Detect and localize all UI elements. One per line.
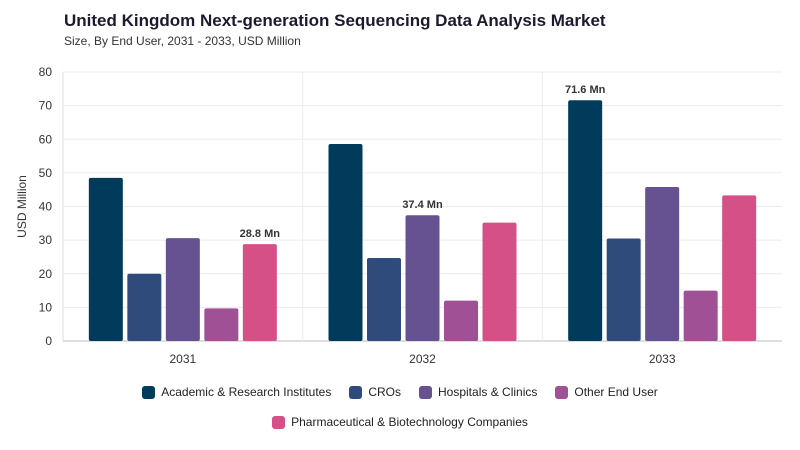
bar — [683, 290, 718, 341]
y-axis-label: USD Million — [15, 175, 29, 238]
bar — [88, 177, 123, 341]
data-label: 71.6 Mn — [565, 84, 606, 96]
bar — [405, 215, 440, 341]
bar — [242, 244, 277, 341]
legend-swatch — [142, 385, 156, 399]
bar — [367, 257, 401, 341]
legend-label: Other End User — [574, 385, 658, 399]
y-tick-label: 80 — [39, 65, 53, 79]
legend-label: Pharmaceutical & Biotechnology Companies — [291, 415, 528, 429]
y-tick-label: 40 — [39, 200, 53, 214]
chart-subtitle: Size, By End User, 2031 - 2033, USD Mill… — [64, 34, 301, 48]
y-tick-label: 60 — [39, 132, 53, 146]
bar — [568, 100, 603, 342]
legend-label: CROs — [368, 385, 401, 399]
legend-item: Other End User — [555, 385, 658, 399]
bar — [606, 238, 641, 341]
legend-row-2: Pharmaceutical & Biotechnology Companies — [0, 415, 800, 429]
legend-swatch — [555, 385, 569, 399]
y-tick-label: 70 — [39, 99, 53, 113]
bar — [127, 273, 162, 341]
x-tick-label: 2032 — [409, 352, 436, 366]
legend-swatch — [419, 385, 432, 399]
legend-item: Hospitals & Clinics — [419, 385, 537, 399]
legend-label: Hospitals & Clinics — [438, 385, 538, 399]
data-label: 28.8 Mn — [240, 228, 281, 240]
y-tick-label: 10 — [39, 300, 53, 314]
legend-item: Academic & Research Institutes — [142, 385, 331, 399]
bar — [482, 222, 517, 341]
x-tick-label: 2033 — [649, 352, 676, 366]
bar — [204, 308, 239, 341]
legend-item: CROs — [349, 385, 401, 399]
legend-swatch — [349, 385, 363, 399]
y-tick-label: 50 — [39, 166, 53, 180]
legend-swatch — [272, 415, 286, 429]
legend: Academic & Research Institutes CROs Hospit… — [0, 385, 800, 399]
y-tick-label: 0 — [45, 334, 52, 348]
data-label: 37.4 Mn — [402, 199, 443, 211]
bar — [722, 195, 757, 341]
y-tick-label: 30 — [39, 233, 53, 247]
legend-item: Pharmaceutical & Biotechnology Companies — [272, 415, 528, 429]
bar — [328, 143, 363, 341]
chart-title: United Kingdom Next-generation Sequencin… — [64, 11, 606, 30]
legend-label: Academic & Research Institutes — [161, 385, 332, 399]
y-tick-label: 20 — [39, 267, 53, 281]
bar — [444, 300, 478, 341]
bar — [645, 186, 680, 341]
x-tick-label: 2031 — [169, 352, 196, 366]
bar — [165, 238, 200, 341]
